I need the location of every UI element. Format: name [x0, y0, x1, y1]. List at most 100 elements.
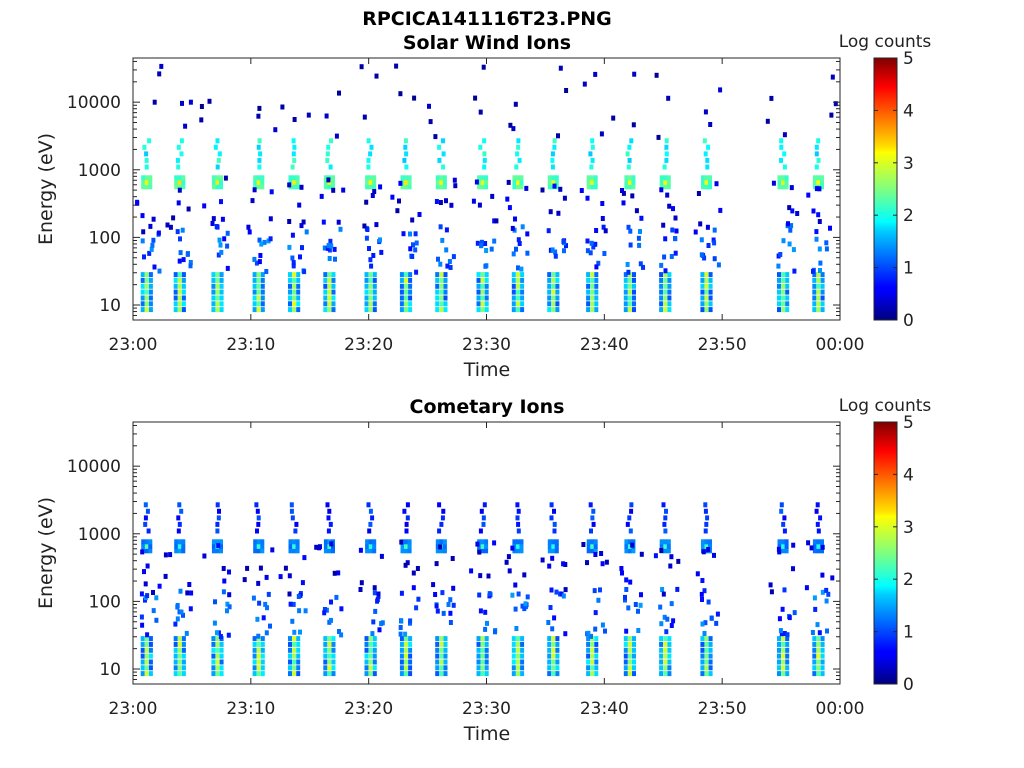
y-tick-label: 10: [99, 660, 121, 680]
spectrogram-cell: [260, 301, 265, 307]
spectrogram-cell: [148, 543, 153, 549]
spectrogram-cell: [366, 157, 371, 163]
spectrogram-cell: [446, 602, 451, 607]
spectrogram-cell: [555, 671, 560, 677]
spectrogram-cell: [663, 671, 668, 677]
spectrogram-cell: [699, 237, 704, 243]
spectrogram-cell: [475, 240, 480, 246]
spectrogram-cell: [481, 515, 486, 521]
spectrogram-cell: [177, 665, 182, 671]
spectrogram-cell: [623, 301, 628, 307]
spectrogram-cell: [439, 272, 444, 278]
spectrogram-cell: [292, 307, 297, 313]
spectrogram-cell: [292, 179, 297, 185]
spectrogram-cell: [451, 254, 456, 260]
spectrogram-cell: [215, 659, 220, 665]
spectrogram-cell: [368, 539, 373, 545]
spectrogram-cell: [292, 175, 297, 181]
spectrogram-cell: [820, 179, 824, 185]
spectrogram-cell: [701, 539, 705, 545]
spectrogram-cell: [326, 177, 331, 183]
spectrogram-cell: [291, 260, 296, 266]
spectrogram-cell: [256, 301, 261, 307]
spectrogram-cell: [292, 659, 297, 665]
spectrogram-cell: [627, 641, 632, 647]
spectrogram-cell: [439, 548, 444, 554]
spectrogram-cell: [631, 184, 636, 190]
spectrogram-cell: [816, 272, 821, 278]
spectrogram-cell: [586, 671, 591, 677]
spectrogram-cell: [804, 585, 809, 591]
spectrogram-cell: [260, 653, 265, 659]
spectrogram-cell: [290, 515, 295, 521]
spectrogram-cell: [219, 179, 223, 185]
spectrogram-cell: [414, 269, 419, 275]
spectrogram-cell: [768, 582, 773, 588]
spectrogram-cell: [440, 590, 445, 596]
spectrogram-cell: [295, 179, 300, 185]
spectrogram-cell: [140, 622, 145, 628]
spectrogram-cell: [812, 301, 817, 307]
spectrogram-cell: [253, 179, 258, 185]
spectrogram-cell: [144, 647, 149, 653]
spectrogram-cell: [665, 192, 670, 198]
spectrogram-cell: [816, 283, 821, 289]
spectrogram-cell: [399, 641, 404, 647]
spectrogram-cell: [326, 144, 331, 150]
spectrogram-cell: [552, 521, 557, 527]
spectrogram-cell: [659, 665, 664, 671]
spectrogram-cell: [173, 277, 178, 283]
spectrogram-cell: [812, 175, 817, 181]
spectrogram-cell: [700, 597, 704, 602]
spectrogram-cell: [667, 301, 672, 307]
spectrogram-cell: [555, 636, 560, 642]
spectrogram-cell: [483, 609, 488, 615]
spectrogram-cell: [379, 553, 384, 559]
spectrogram-cell: [547, 295, 552, 301]
spectrogram-cell: [144, 641, 149, 647]
spectrogram-cell: [704, 521, 709, 527]
spectrogram-cell: [435, 277, 440, 283]
spectrogram-cell: [520, 272, 525, 278]
spectrogram-cell: [475, 541, 480, 547]
spectrogram-cell: [589, 528, 593, 534]
spectrogram-cell: [448, 265, 453, 270]
spectrogram-cell: [173, 283, 178, 289]
spectrogram-cell: [593, 626, 598, 632]
spectrogram-cell: [177, 301, 182, 307]
spectrogram-cell: [142, 254, 146, 260]
spectrogram-cell: [215, 277, 220, 283]
spectrogram-cell: [547, 539, 552, 545]
spectrogram-cell: [552, 138, 557, 144]
spectrogram-cell: [480, 239, 484, 245]
spectrogram-cell: [408, 246, 413, 252]
spectrogram-cell: [292, 117, 297, 122]
spectrogram-cell: [144, 539, 149, 545]
spectrogram-cell: [251, 595, 256, 601]
spectrogram-cell: [322, 607, 327, 612]
spectrogram-cell: [659, 187, 664, 193]
spectrogram-cell: [257, 600, 262, 606]
spectrogram-cell: [473, 95, 478, 101]
spectrogram-cell: [147, 250, 152, 256]
spectrogram-cell: [631, 175, 636, 181]
spectrogram-cell: [443, 295, 448, 301]
spectrogram-cell: [480, 277, 485, 283]
spectrogram-cell: [404, 653, 408, 659]
colorbar-tick-label: 1: [903, 259, 914, 279]
spectrogram-cell: [817, 186, 822, 192]
spectrogram-cell: [399, 618, 404, 624]
spectrogram-cell: [662, 164, 667, 170]
spectrogram-cell: [140, 295, 145, 301]
spectrogram-cell: [449, 202, 454, 208]
spectrogram-cell: [706, 243, 711, 248]
spectrogram-cell: [659, 272, 664, 278]
spectrogram-cell: [290, 618, 295, 624]
spectrogram-cell: [323, 301, 328, 307]
spectrogram-cell: [632, 647, 636, 653]
spectrogram-cell: [151, 216, 156, 222]
spectrogram-cell: [590, 138, 595, 144]
spectrogram-cell: [585, 195, 590, 201]
spectrogram-cell: [603, 628, 607, 634]
spectrogram-cell: [519, 539, 524, 545]
